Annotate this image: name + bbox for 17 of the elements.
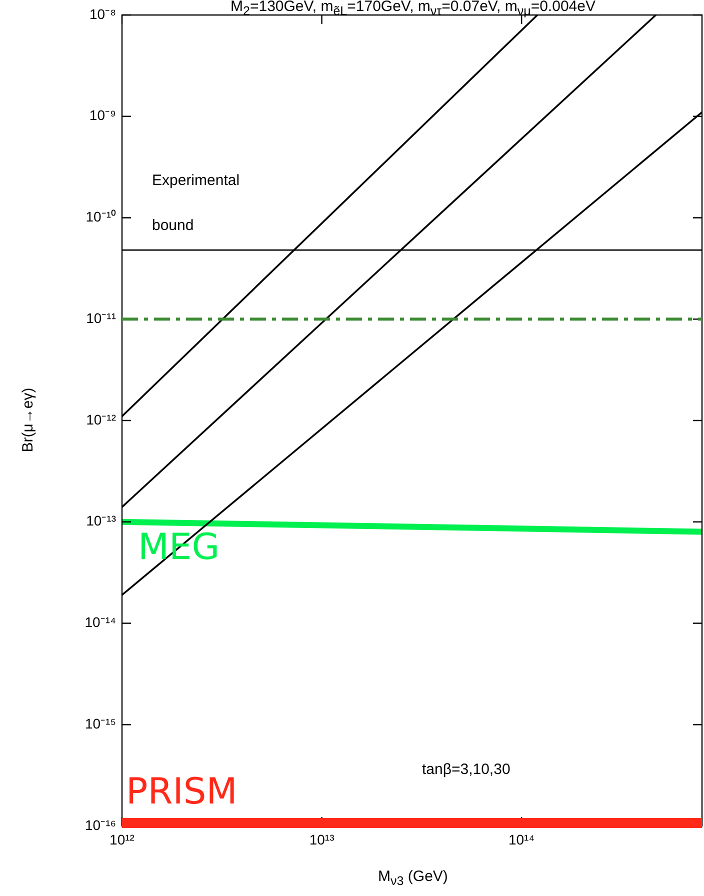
y-tick-label: 10⁻¹⁴ <box>84 614 116 630</box>
x-axis-title: M$_{ν3}$ (GeV) <box>377 868 449 888</box>
x-tick-label: 10¹⁴ <box>508 831 535 848</box>
y-tick-label: 10⁻⁸ <box>90 6 116 22</box>
y-tick-label: 10⁻¹² <box>86 411 116 428</box>
y-tick-label: 10⁻¹⁵ <box>84 715 116 732</box>
y-tick-label: 10⁻¹³ <box>86 512 116 529</box>
annotation: tanβ=3,10,30 <box>422 761 510 778</box>
x-tick-label: 10¹³ <box>309 831 335 848</box>
y-tick-label: 10⁻¹¹ <box>86 310 116 326</box>
y-tick-label: 10⁻¹⁰ <box>86 208 116 225</box>
y-tick-label: 10⁻¹⁶ <box>85 816 116 833</box>
text: Experimental bound <box>152 172 240 234</box>
y-tick-label: 10⁻⁹ <box>89 107 116 124</box>
x-tick-label: 10¹² <box>110 831 135 848</box>
ref-line-label: PRISM <box>126 771 238 812</box>
y-axis-title: Br(μ→eγ) <box>20 388 36 452</box>
